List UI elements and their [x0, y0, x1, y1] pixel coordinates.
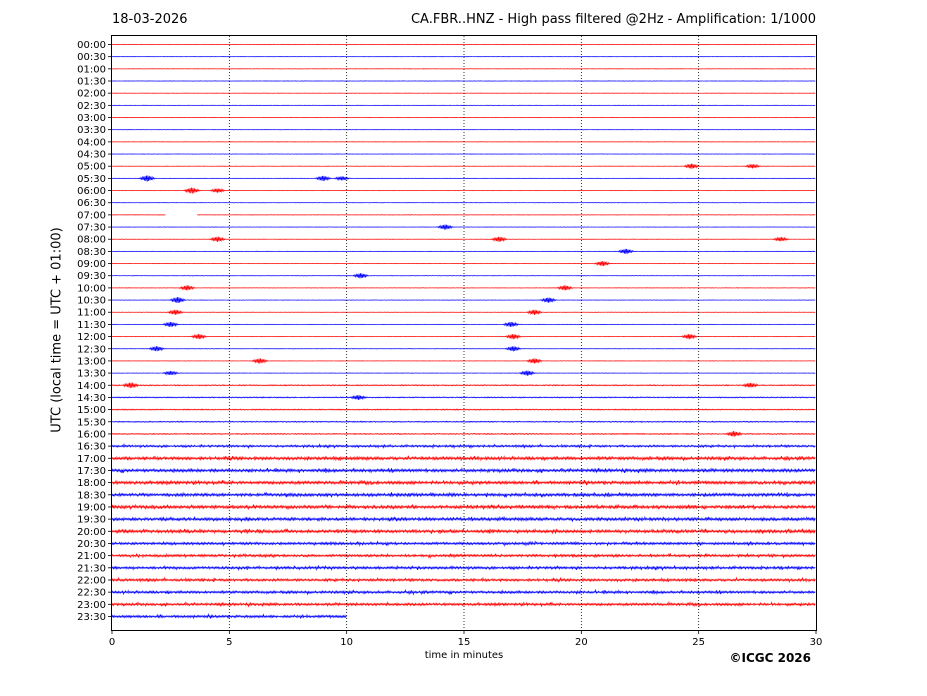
trace-1330 [111, 370, 816, 376]
y-tick-label-0500: 05:00 [77, 162, 106, 173]
chart-title: CA.FBR..HNZ - High pass filtered @2Hz - … [410, 12, 816, 27]
y-tick-label-1800: 18:00 [77, 478, 106, 489]
y-tick-label-0930: 09:30 [77, 271, 106, 282]
y-tick-label-0730: 07:30 [77, 223, 106, 234]
y-tick-label-0030: 00:30 [77, 52, 106, 63]
y-tick-label-0600: 06:00 [77, 186, 106, 197]
y-tick-label-2300: 23:00 [77, 600, 106, 611]
y-tick-label-1530: 15:30 [77, 417, 106, 428]
y-tick-label-1430: 14:30 [77, 393, 106, 404]
trace-0530 [111, 175, 816, 182]
y-tick-label-2330: 23:30 [77, 612, 106, 623]
y-tick-label-1630: 16:30 [77, 442, 106, 453]
x-tick-label-0: 0 [109, 637, 115, 648]
y-tick-label-1330: 13:30 [77, 369, 106, 380]
trace-group [111, 43, 816, 620]
trace-1830 [111, 491, 816, 498]
y-tick-label-0900: 09:00 [77, 259, 106, 270]
y-axis-label: UTC (local time = UTC + 01:00) [49, 227, 65, 433]
y-tick-label-1830: 18:30 [77, 490, 106, 501]
y-tick-label-0130: 01:30 [77, 77, 106, 88]
x-tick-label-15: 15 [458, 637, 471, 648]
y-tick-label-0700: 07:00 [77, 210, 106, 221]
y-tick-label-1730: 17:30 [77, 466, 106, 477]
x-tick-label-10: 10 [340, 637, 353, 648]
trace-0500 [111, 163, 816, 169]
y-tick-label-0800: 08:00 [77, 235, 106, 246]
y-tick-label-0300: 03:00 [77, 113, 106, 124]
y-tick-label-1900: 19:00 [77, 502, 106, 513]
y-tick-label-1230: 12:30 [77, 344, 106, 355]
trace-0800 [111, 236, 816, 242]
trace-1400 [111, 382, 816, 389]
trace-0930 [111, 273, 816, 279]
y-tick-label-0230: 02:30 [77, 101, 106, 112]
y-tick-label-1600: 16:00 [77, 429, 106, 440]
y-tick-label-0100: 01:00 [77, 64, 106, 75]
copyright-label: ©ICGC 2026 [729, 651, 811, 665]
trace-1700 [111, 455, 816, 462]
trace-0830 [111, 248, 816, 255]
y-tick-label-1500: 15:00 [77, 405, 106, 416]
trace-1000 [111, 285, 816, 291]
trace-1430 [111, 395, 816, 400]
x-tick-label-5: 5 [226, 637, 232, 648]
trace-1500 [111, 408, 816, 411]
y-tick-label-0430: 04:30 [77, 150, 106, 161]
y-tick-label-0400: 04:00 [77, 137, 106, 148]
y-tick-label-2000: 20:00 [77, 527, 106, 538]
y-tick-label-2100: 21:00 [77, 551, 106, 562]
y-tick-label-1300: 13:00 [77, 356, 106, 367]
trace-0730 [111, 224, 816, 230]
trace-1600 [111, 430, 816, 437]
trace-2300 [111, 600, 816, 608]
trace-1900 [111, 503, 816, 511]
x-tick-label-25: 25 [692, 637, 705, 648]
x-tick-label-20: 20 [575, 637, 588, 648]
y-tick-label-1100: 11:00 [77, 308, 106, 319]
y-tick-label-2200: 22:00 [77, 575, 106, 586]
y-tick-label-0000: 00:00 [77, 40, 106, 51]
trace-0900 [111, 260, 816, 267]
trace-1730 [111, 467, 816, 474]
y-tick-label-1700: 17:00 [77, 454, 106, 465]
date-label: 18-03-2026 [112, 12, 188, 27]
y-tick-label-2130: 21:30 [77, 563, 106, 574]
trace-2330 [111, 612, 347, 620]
y-tick-label-1030: 10:30 [77, 296, 106, 307]
trace-2000 [111, 528, 816, 535]
x-tick-label-30: 30 [810, 637, 823, 648]
y-tick-label-1200: 12:00 [77, 332, 106, 343]
trace-1630 [111, 442, 816, 450]
y-tick-label-1400: 14:00 [77, 381, 106, 392]
y-tick-label-0630: 06:30 [77, 198, 106, 209]
grid-group [228, 36, 700, 630]
trace-1530 [111, 420, 816, 423]
y-tick-label-2230: 22:30 [77, 588, 106, 599]
trace-0600 [111, 187, 816, 194]
trace-1800 [111, 479, 816, 486]
y-tick-label-1130: 11:30 [77, 320, 106, 331]
x-axis-label: time in minutes [424, 650, 504, 661]
y-tick-label-0830: 08:30 [77, 247, 106, 258]
y-tick-label-0530: 05:30 [77, 174, 106, 185]
y-tick-label-0200: 02:00 [77, 89, 106, 100]
y-tick-label-0330: 03:30 [77, 125, 106, 136]
y-tick-label-1930: 19:30 [77, 515, 106, 526]
x-axis: 0 5 10 15 20 25 30 [109, 630, 823, 648]
trace-2230 [111, 588, 816, 596]
y-tick-label-1000: 10:00 [77, 283, 106, 294]
y-tick-label-2030: 20:30 [77, 539, 106, 550]
